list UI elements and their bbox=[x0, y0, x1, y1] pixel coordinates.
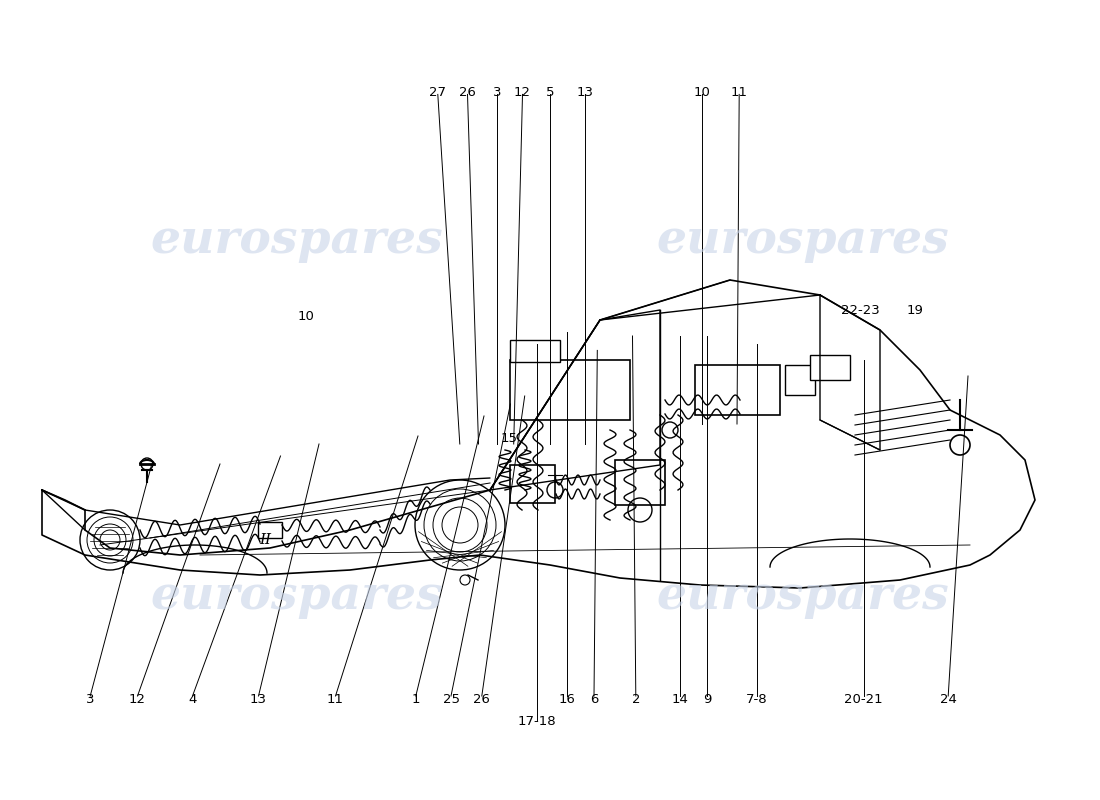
Text: eurospares: eurospares bbox=[657, 217, 949, 263]
Bar bbox=[615, 460, 666, 505]
Text: 26: 26 bbox=[473, 693, 491, 706]
Text: 7-8: 7-8 bbox=[746, 693, 768, 706]
Bar bbox=[785, 365, 815, 395]
Text: eurospares: eurospares bbox=[151, 217, 443, 263]
Text: 3: 3 bbox=[493, 86, 502, 99]
Text: 20-21: 20-21 bbox=[844, 693, 883, 706]
Bar bbox=[258, 522, 282, 538]
Text: 22-23: 22-23 bbox=[840, 304, 880, 317]
Text: 9: 9 bbox=[703, 693, 712, 706]
Text: 19: 19 bbox=[906, 304, 924, 317]
Text: 2: 2 bbox=[631, 693, 640, 706]
Bar bbox=[695, 365, 780, 415]
Text: 6: 6 bbox=[590, 693, 598, 706]
Text: 27: 27 bbox=[429, 86, 447, 99]
Text: 12: 12 bbox=[514, 86, 531, 99]
Text: 1: 1 bbox=[411, 693, 420, 706]
Text: 24: 24 bbox=[939, 693, 957, 706]
Bar bbox=[510, 340, 560, 362]
Text: 13: 13 bbox=[576, 86, 594, 99]
Text: 25: 25 bbox=[442, 693, 460, 706]
Text: 17-18: 17-18 bbox=[517, 715, 557, 728]
Text: 10: 10 bbox=[297, 310, 315, 322]
Text: 10: 10 bbox=[693, 86, 711, 99]
Text: 13: 13 bbox=[250, 693, 267, 706]
Text: 11: 11 bbox=[327, 693, 344, 706]
Bar bbox=[810, 355, 850, 380]
Text: 11: 11 bbox=[730, 86, 748, 99]
Text: 3: 3 bbox=[86, 693, 95, 706]
Text: 12: 12 bbox=[129, 693, 146, 706]
Text: II: II bbox=[258, 533, 271, 547]
Bar bbox=[510, 360, 630, 420]
Text: 5: 5 bbox=[546, 86, 554, 99]
Text: 16: 16 bbox=[558, 693, 575, 706]
Text: eurospares: eurospares bbox=[657, 573, 949, 619]
Text: 26: 26 bbox=[459, 86, 476, 99]
Text: eurospares: eurospares bbox=[151, 573, 443, 619]
Text: 15: 15 bbox=[500, 432, 517, 445]
Text: 4: 4 bbox=[188, 693, 197, 706]
Bar bbox=[510, 465, 556, 503]
Text: 14: 14 bbox=[671, 693, 689, 706]
